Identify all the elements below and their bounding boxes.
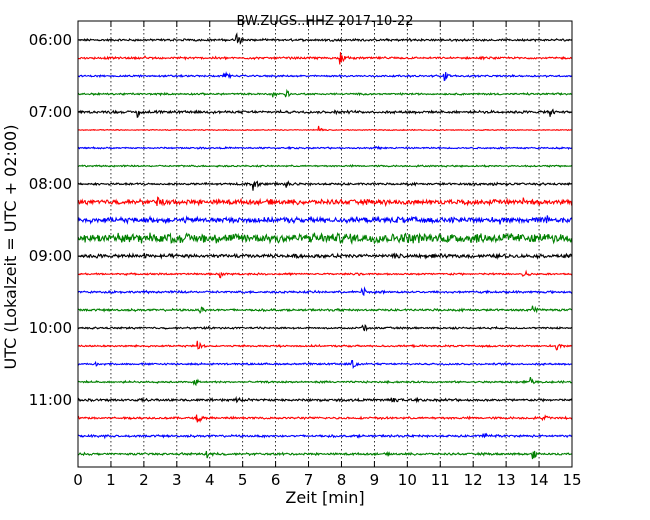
trace-0600 (78, 32, 573, 45)
x-tick-label: 15 (562, 471, 581, 489)
trace-0930 (77, 286, 573, 297)
y-tick-label: 07:00 (29, 103, 72, 121)
y-axis-label: UTC (Lokalzeit = UTC + 02:00) (1, 125, 20, 370)
y-tick-label: 08:00 (29, 175, 72, 193)
x-tick-label: 13 (497, 471, 516, 489)
x-tick-label: 5 (238, 471, 248, 489)
y-tick-label: 09:00 (29, 247, 72, 265)
x-tick-label: 2 (139, 471, 149, 489)
y-tick-label: 10:00 (29, 319, 72, 337)
ticks: 0 1 2 3 4 5 6 7 8 9 10 11 12 13 14 1506:0007:0008:0009:… (29, 21, 582, 489)
trace-1130 (77, 432, 573, 440)
x-tick-label: 0 (73, 471, 83, 489)
plot-frame (77, 20, 573, 468)
trace-1100 (77, 395, 573, 404)
x-axis-label: Zeit [min] (285, 488, 364, 507)
x-tick-label: 11 (431, 471, 450, 489)
trace-0645 (77, 88, 573, 98)
trace-1115 (77, 414, 573, 423)
trace-0815 (77, 196, 573, 208)
trace-1045 (77, 376, 573, 387)
trace-0615 (77, 52, 573, 65)
trace-0945 (77, 305, 573, 315)
trace-0745 (77, 163, 573, 168)
trace-0715 (77, 125, 573, 132)
trace-0845 (77, 231, 573, 246)
trace-0800 (77, 180, 573, 191)
x-tick-label: 9 (370, 471, 380, 489)
trace-0915 (77, 269, 573, 279)
trace-1000 (77, 323, 573, 332)
x-tick-label: 7 (304, 471, 314, 489)
traces (77, 32, 573, 460)
trace-1145 (77, 450, 573, 460)
trace-0630 (77, 71, 573, 82)
trace-0900 (77, 252, 573, 261)
trace-0830 (77, 215, 573, 225)
trace-1030 (77, 360, 573, 370)
x-tick-label: 1 (106, 471, 116, 489)
x-tick-label: 14 (530, 471, 549, 489)
y-tick-label: 11:00 (29, 391, 72, 409)
x-tick-label: 10 (398, 471, 417, 489)
y-tick-label: 06:00 (29, 31, 72, 49)
trace-0730 (77, 145, 573, 151)
trace-1015 (77, 340, 573, 351)
x-tick-label: 8 (337, 471, 347, 489)
x-tick-label: 3 (172, 471, 182, 489)
x-tick-label: 6 (271, 471, 281, 489)
trace-0700 (77, 108, 573, 119)
x-tick-label: 12 (464, 471, 483, 489)
x-tick-label: 4 (205, 471, 215, 489)
